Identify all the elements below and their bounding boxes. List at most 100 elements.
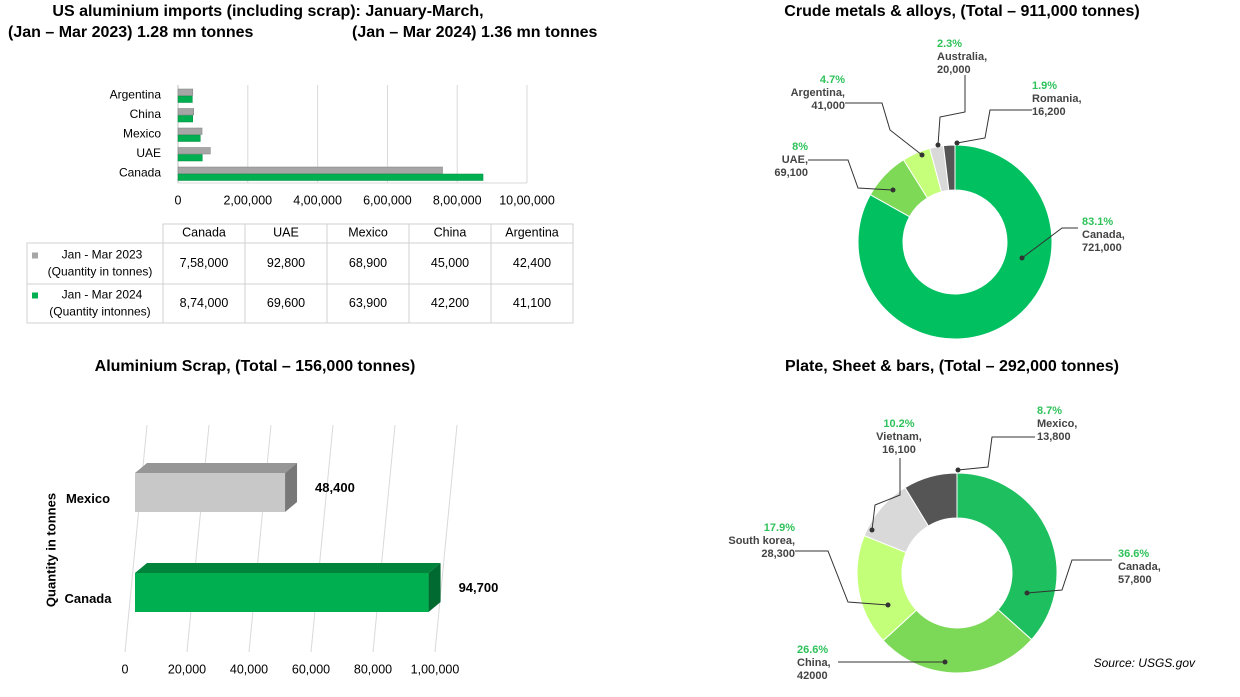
table-cell: 8,74,000 <box>180 296 229 310</box>
grid-line <box>310 424 334 653</box>
grid-line <box>372 424 396 653</box>
category-label: Argentina, <box>791 87 845 99</box>
y-tick-label: UAE <box>136 146 161 160</box>
x-tick-label: 4,00,000 <box>293 193 342 207</box>
leader-dot <box>1024 590 1030 596</box>
leader-dot <box>1019 255 1025 261</box>
table-header: Mexico <box>348 225 388 239</box>
leader-line <box>1021 227 1078 259</box>
percent-label: 8.7% <box>1037 405 1062 417</box>
table-cell: 42,400 <box>513 256 551 270</box>
percent-label: 36.6% <box>1118 548 1149 560</box>
bar <box>177 147 211 155</box>
grid-line <box>186 424 210 653</box>
percent-label: 4.7% <box>820 74 845 86</box>
leader-dot <box>954 140 960 146</box>
leader-dot <box>942 659 948 665</box>
category-label: Canada, <box>1118 561 1161 573</box>
category-label: Romania, <box>1032 93 1082 105</box>
quantity-label: 57,800 <box>1118 574 1152 586</box>
bar-side <box>428 563 441 612</box>
category-label: Vietnam, <box>876 431 922 443</box>
bar-top <box>135 563 441 573</box>
legend-swatch <box>32 252 38 259</box>
donut-slice <box>882 608 1033 674</box>
quantity-label: 13,800 <box>1037 431 1071 443</box>
category-label: Australia, <box>937 51 987 63</box>
y-axis-title: Quantity in tonnes <box>43 493 58 607</box>
chart-title: US aluminium imports (including scrap): … <box>52 3 483 20</box>
legend-label: Jan - Mar 2023 <box>62 248 143 262</box>
x-tick-label: 2,00,000 <box>223 193 272 207</box>
percent-label: 83.1% <box>1082 216 1113 228</box>
quantity-label: 20,000 <box>937 64 971 76</box>
category-label: South korea, <box>728 535 795 547</box>
y-tick-label: Mexico <box>66 491 110 506</box>
table-cell: 7,58,000 <box>180 256 229 270</box>
legend-note: (Quantity intonnes) <box>49 305 150 319</box>
x-tick-label: 40,000 <box>230 662 268 676</box>
quantity-label: 42000 <box>797 670 828 682</box>
table-cell: 68,900 <box>349 256 387 270</box>
bar-front <box>135 573 429 612</box>
quantity-label: 28,300 <box>761 548 795 560</box>
bar-top <box>135 463 298 473</box>
quantity-label: 16,100 <box>882 444 916 456</box>
percent-label: 17.9% <box>764 522 795 534</box>
bar <box>177 166 443 174</box>
value-label: 94,700 <box>459 580 499 595</box>
category-label: Mexico, <box>1037 418 1077 430</box>
grid-line <box>434 424 458 653</box>
bar <box>177 115 193 123</box>
leader-line <box>957 436 1035 471</box>
table-cell: 69,600 <box>267 296 305 310</box>
table-cell: 45,000 <box>431 256 469 270</box>
x-tick-label: 0 <box>175 193 182 207</box>
chart-subtitle: (Jan – Mar 2024) 1.36 mn tonnes <box>352 24 598 41</box>
leader-line <box>808 159 894 191</box>
grid-line <box>248 424 272 653</box>
leader-dot <box>919 152 925 158</box>
bar <box>177 108 194 116</box>
grid-line <box>124 424 148 653</box>
quantity-label: 41,000 <box>811 100 845 112</box>
table-header: Canada <box>182 225 226 239</box>
bar-front <box>135 473 286 512</box>
chart-title: Crude metals & alloys, (Total – 911,000 … <box>784 3 1139 20</box>
y-tick-label: Argentina <box>110 88 162 102</box>
percent-label: 10.2% <box>883 418 914 430</box>
category-label: China, <box>797 657 831 669</box>
value-label: 48,400 <box>315 480 355 495</box>
category-label: UAE, <box>782 154 808 166</box>
table-header: China <box>434 225 467 239</box>
bar <box>135 563 441 612</box>
category-label: Canada, <box>1082 229 1125 241</box>
leader-line <box>845 102 923 156</box>
table-cell: 92,800 <box>267 256 305 270</box>
quantity-label: 16,200 <box>1032 106 1066 118</box>
percent-label: 8% <box>792 141 808 153</box>
x-tick-label: 80,000 <box>354 662 392 676</box>
x-tick-label: 1,00,000 <box>411 662 460 676</box>
chart-title: Aluminium Scrap, (Total – 156,000 tonnes… <box>95 358 416 375</box>
leader-line <box>1026 559 1112 594</box>
percent-label: 2.3% <box>937 38 962 50</box>
legend-label: Jan - Mar 2024 <box>62 288 143 302</box>
leader-dot <box>885 602 891 608</box>
quantity-label: 69,100 <box>774 167 808 179</box>
y-tick-label: China <box>130 107 162 121</box>
x-tick-label: 10,00,000 <box>499 193 555 207</box>
table-cell: 42,200 <box>431 296 469 310</box>
donut-slice <box>857 144 1053 340</box>
bar <box>177 134 201 142</box>
table-header: UAE <box>273 225 299 239</box>
bar <box>177 88 194 96</box>
leader-line <box>956 109 1032 144</box>
y-tick-label: Mexico <box>123 127 161 141</box>
donut-slice <box>956 472 1058 641</box>
donut-slice <box>942 144 956 191</box>
legend-note: (Quantity in tonnes) <box>48 265 153 279</box>
bar <box>177 173 484 181</box>
table-cell: 63,900 <box>349 296 387 310</box>
